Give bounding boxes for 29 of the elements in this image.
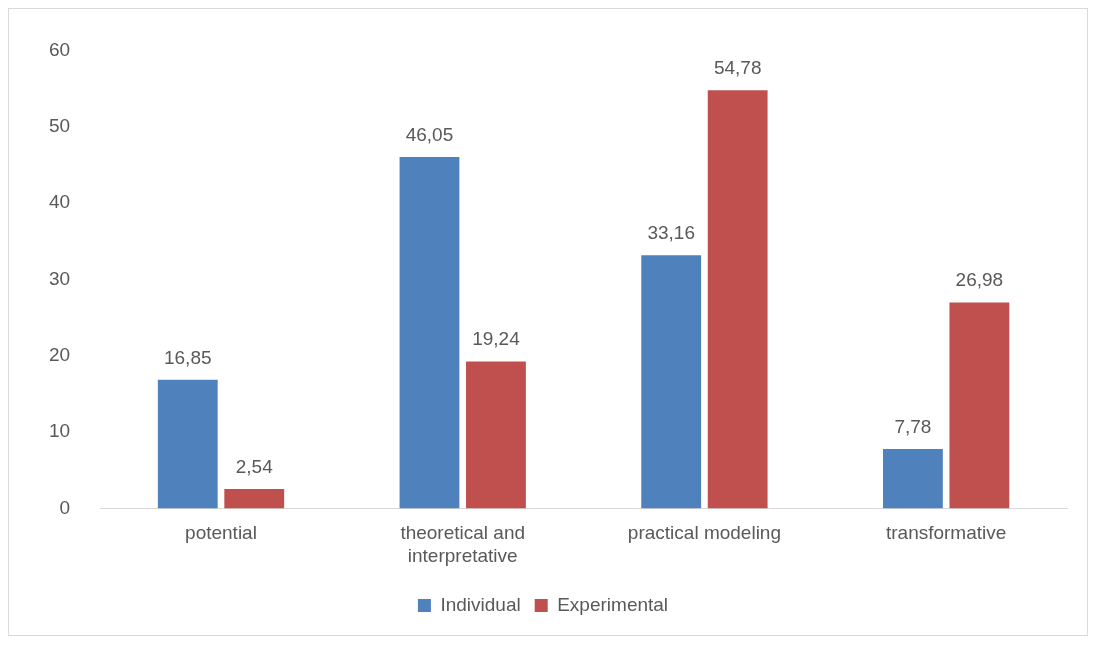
- data-label: 54,78: [713, 56, 762, 78]
- data-label: 7,78: [894, 415, 932, 437]
- data-label: 16,85: [163, 346, 212, 368]
- x-tick-label: theoretical and interpretative: [400, 522, 526, 566]
- bar: [707, 90, 768, 509]
- legend-label: Experimental: [557, 593, 669, 615]
- y-tick-label: 50: [48, 114, 71, 136]
- bar: [949, 302, 1010, 509]
- data-label: 2,54: [235, 455, 274, 477]
- data-label: 33,16: [647, 222, 695, 244]
- bar: [882, 449, 943, 509]
- y-tick-label: 40: [48, 191, 71, 213]
- bar: [399, 156, 460, 509]
- data-label: 46,05: [405, 123, 454, 145]
- x-tick-label: practical modeling: [627, 522, 781, 544]
- bar: [641, 255, 702, 509]
- bar: [466, 361, 526, 509]
- y-tick-label: 0: [59, 496, 71, 518]
- y-tick-label: 30: [48, 267, 71, 289]
- x-tick-label: transformative: [885, 522, 1007, 544]
- x-tick-label: potential: [185, 522, 257, 544]
- y-tick-label: 60: [48, 38, 71, 60]
- legend-label: Individual: [440, 593, 521, 615]
- data-label: 19,24: [472, 328, 521, 350]
- bar: [157, 379, 218, 509]
- bar: [224, 489, 285, 509]
- y-tick-label: 10: [48, 420, 71, 442]
- data-label: 26,98: [955, 269, 1004, 291]
- y-tick-label: 20: [48, 343, 71, 365]
